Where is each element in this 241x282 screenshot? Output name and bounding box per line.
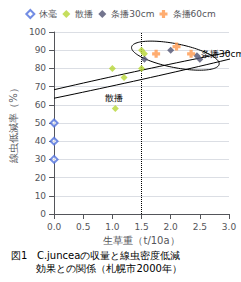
svg-text:3.0: 3.0 bbox=[222, 222, 237, 232]
svg-text:50: 50 bbox=[35, 118, 47, 128]
svg-text:30: 30 bbox=[35, 154, 47, 164]
svg-text:100: 100 bbox=[29, 27, 46, 37]
svg-text:条播30cm: 条播30cm bbox=[111, 9, 154, 19]
svg-text:0.0: 0.0 bbox=[47, 222, 62, 232]
svg-text:0: 0 bbox=[40, 209, 46, 219]
svg-text:図1 C.junceaの収量と線虫密度低減: 図1 C.junceaの収量と線虫密度低減 bbox=[11, 250, 180, 261]
svg-text:条播30cm: 条播30cm bbox=[201, 49, 241, 59]
svg-text:20: 20 bbox=[35, 173, 47, 183]
svg-text:70: 70 bbox=[35, 82, 47, 92]
svg-text:0.5: 0.5 bbox=[76, 222, 90, 232]
svg-text:条播60cm: 条播60cm bbox=[173, 9, 216, 19]
svg-text:1.5: 1.5 bbox=[134, 222, 148, 232]
svg-text:90: 90 bbox=[35, 45, 47, 55]
svg-text:散播: 散播 bbox=[75, 9, 93, 19]
svg-text:60: 60 bbox=[35, 100, 47, 110]
svg-text:40: 40 bbox=[35, 136, 47, 146]
svg-text:線虫低減率（%）: 線虫低減率（%） bbox=[8, 83, 19, 164]
svg-text:10: 10 bbox=[35, 191, 47, 201]
svg-text:80: 80 bbox=[35, 63, 47, 73]
svg-text:生草重（t/10a）: 生草重（t/10a） bbox=[103, 235, 179, 246]
svg-text:1.0: 1.0 bbox=[105, 222, 120, 232]
svg-text:2.0: 2.0 bbox=[164, 222, 179, 232]
svg-text:散播: 散播 bbox=[105, 93, 123, 103]
svg-text:2.5: 2.5 bbox=[193, 222, 207, 232]
svg-text:休毫: 休毫 bbox=[39, 9, 57, 19]
svg-text:効果との関係（札幌市2000年）: 効果との関係（札幌市2000年） bbox=[11, 263, 182, 274]
